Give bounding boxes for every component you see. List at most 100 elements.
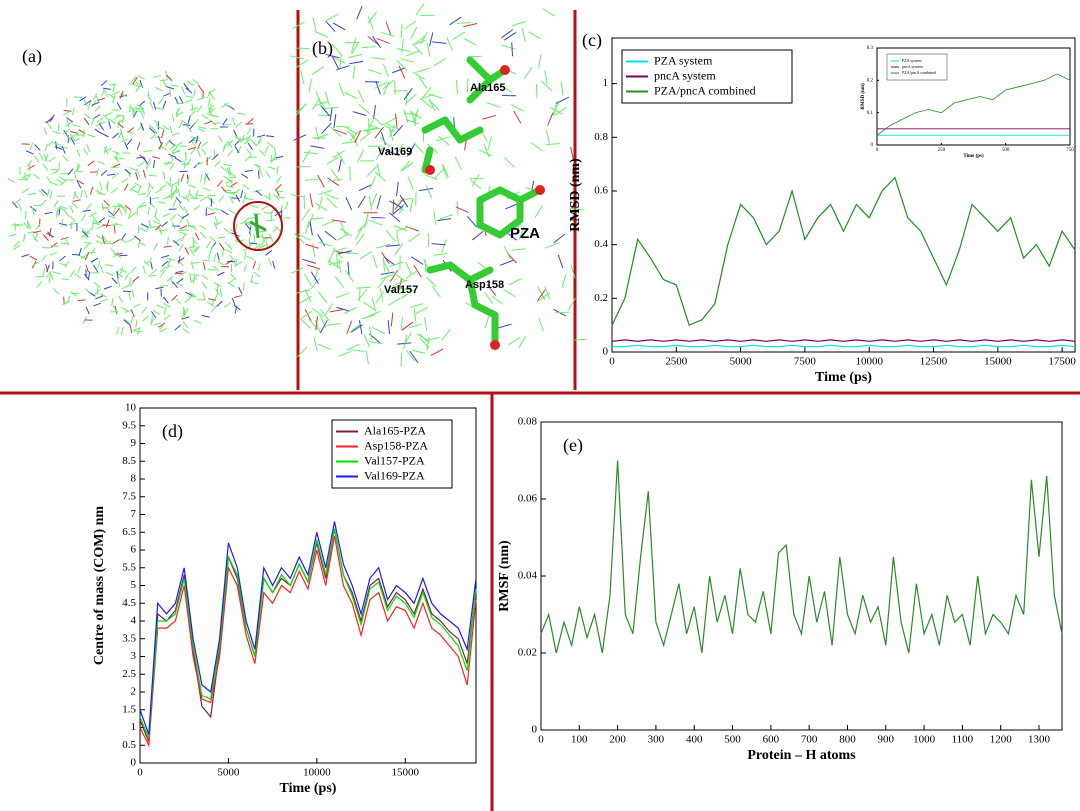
bond: [401, 353, 402, 367]
bond: [119, 131, 122, 138]
bond: [412, 350, 426, 353]
y-tick-label: 2: [131, 686, 137, 698]
bond: [414, 142, 423, 152]
x-tick-label: 5000: [730, 356, 753, 368]
bond: [120, 139, 127, 142]
bond: [221, 166, 227, 171]
bond: [63, 156, 69, 162]
bond: [180, 232, 187, 235]
x-tick-label: 600: [763, 734, 780, 746]
bond: [86, 228, 92, 233]
bond: [11, 224, 19, 225]
bond: [101, 133, 108, 137]
bond: [327, 324, 341, 326]
bond: [69, 223, 77, 224]
bond: [113, 91, 120, 94]
bond: [328, 250, 334, 263]
bond: [487, 103, 500, 108]
bond: [154, 216, 159, 222]
panel-label: (a): [22, 46, 42, 67]
bond: [345, 92, 358, 98]
bond: [500, 260, 513, 265]
bond: [211, 306, 216, 312]
y-tick-label: 10: [125, 402, 137, 414]
bond: [148, 275, 156, 276]
bond: [71, 221, 72, 229]
bond: [230, 210, 237, 214]
bond: [309, 79, 312, 93]
bond: [417, 334, 429, 341]
bond: [342, 141, 356, 143]
bond: [286, 202, 288, 210]
bond: [509, 337, 521, 344]
bond: [429, 94, 442, 98]
bond: [41, 200, 47, 205]
bond: [346, 344, 359, 350]
y-tick-label: 0: [131, 757, 137, 769]
bond: [87, 144, 90, 151]
bond: [206, 241, 211, 248]
bond: [229, 255, 235, 261]
y-tick-label: 4: [131, 615, 137, 627]
bond: [394, 273, 406, 281]
bond: [163, 303, 170, 307]
legend-label: PZA system: [902, 58, 922, 63]
bond: [117, 102, 121, 109]
bond: [208, 98, 210, 106]
bond: [170, 177, 171, 185]
bond: [320, 315, 326, 327]
bond: [350, 167, 351, 181]
bond: [133, 110, 134, 118]
bond: [245, 251, 246, 259]
bond: [373, 36, 381, 47]
bond: [442, 329, 450, 340]
y-tick-label: 0.5: [122, 739, 136, 751]
bond: [78, 300, 86, 301]
bond: [368, 311, 381, 316]
bond: [389, 213, 400, 222]
bond: [414, 265, 421, 277]
x-tick-label: 1200: [990, 734, 1013, 746]
bond: [558, 255, 563, 268]
bond: [179, 96, 183, 103]
bond: [22, 254, 30, 256]
bond: [193, 79, 199, 84]
y-axis-label: RMSF (nm): [497, 540, 512, 612]
bond: [318, 234, 325, 246]
bond: [63, 111, 70, 115]
bond: [151, 197, 159, 199]
y-tick-label: 4.5: [122, 597, 136, 609]
bond: [359, 104, 370, 113]
bond: [160, 80, 168, 81]
bond: [173, 199, 176, 206]
bond: [305, 244, 318, 248]
bond: [217, 261, 224, 265]
bond: [326, 92, 330, 105]
bond: [163, 197, 171, 199]
bond: [147, 191, 151, 198]
y-tick-label: 0.2: [867, 78, 874, 83]
bond: [181, 234, 185, 241]
bond: [167, 237, 168, 245]
bond: [545, 243, 558, 248]
bond: [368, 69, 381, 74]
bond: [432, 42, 446, 43]
bond: [341, 222, 346, 235]
bond: [377, 195, 381, 209]
bond: [121, 234, 125, 241]
bond: [483, 115, 496, 119]
bond: [190, 108, 198, 111]
bond: [99, 124, 103, 131]
bond: [215, 161, 221, 167]
bond: [88, 161, 94, 166]
bond: [26, 151, 33, 154]
bond: [97, 225, 104, 228]
bond: [312, 67, 323, 75]
bond: [367, 166, 377, 176]
bond: [197, 97, 204, 100]
bond: [137, 207, 138, 215]
bond: [234, 296, 242, 298]
y-tick-label: 7: [131, 508, 137, 520]
bond: [108, 216, 116, 218]
bond: [217, 284, 218, 292]
